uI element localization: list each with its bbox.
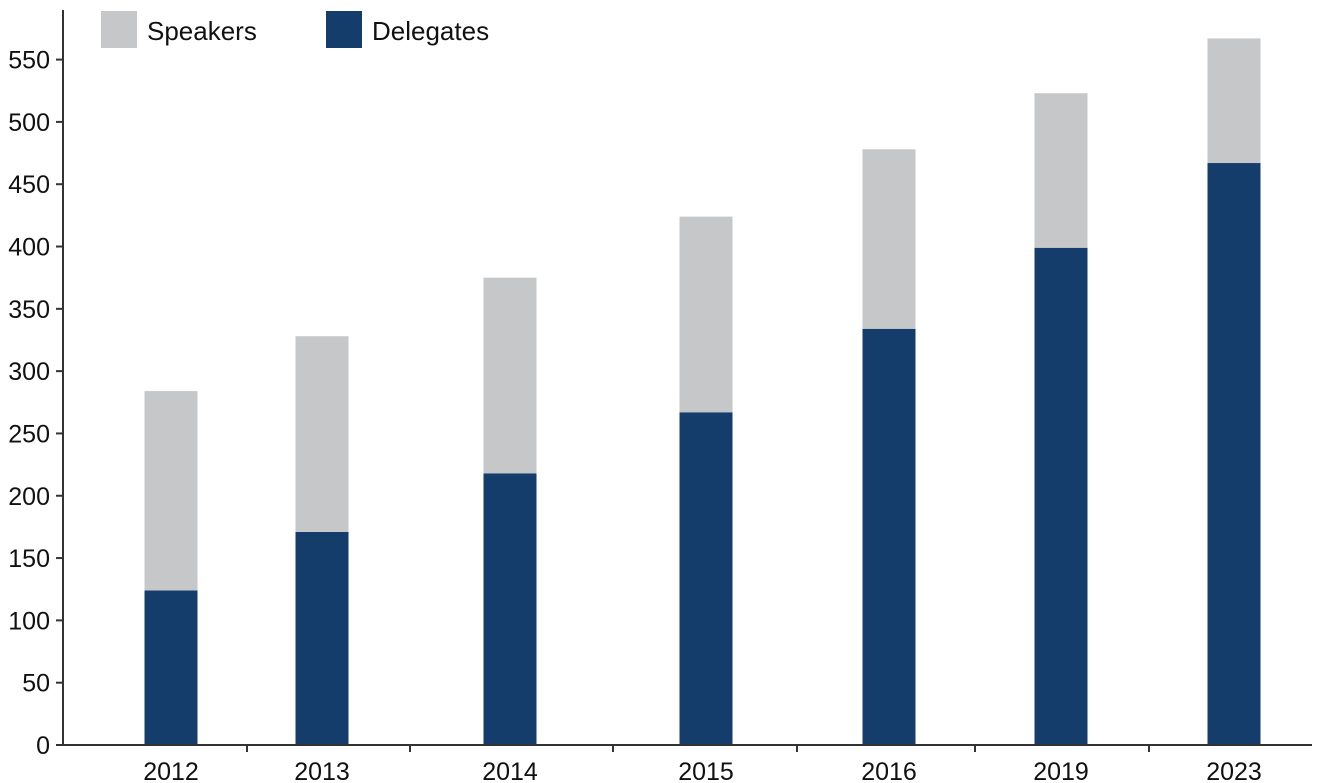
x-axis-ticks: 2012 2013 2014 2015 2016 2019 2023 xyxy=(143,745,1262,783)
y-tick-label: 50 xyxy=(22,670,50,698)
legend-swatch-speakers xyxy=(101,11,137,48)
bar-speakers-2013 xyxy=(295,336,349,532)
y-tick-label: 150 xyxy=(8,545,50,573)
bar-delegates-2016 xyxy=(862,328,916,745)
bar-delegates-2012 xyxy=(144,590,198,745)
bar-delegates-2013 xyxy=(295,531,349,745)
x-tick-label-2014: 2014 xyxy=(482,758,538,783)
y-tick-label: 100 xyxy=(8,607,50,635)
y-tick-label: 200 xyxy=(8,483,50,511)
y-tick-label: 450 xyxy=(8,171,50,199)
legend-swatch-delegates xyxy=(326,11,362,48)
y-tick-label: 400 xyxy=(8,234,50,262)
x-tick-label-2013: 2013 xyxy=(294,758,350,783)
y-axis-ticks: 0 50 100 150 200 250 300 350 400 450 500 550 xyxy=(8,47,63,760)
x-tick-label-2023: 2023 xyxy=(1206,758,1262,783)
y-tick-label: 250 xyxy=(8,420,50,448)
bar-delegates-2019 xyxy=(1034,247,1088,745)
bar-speakers-2023 xyxy=(1207,38,1261,164)
x-tick-label-2016: 2016 xyxy=(861,758,917,783)
y-tick-label: 350 xyxy=(8,296,50,324)
x-tick-label-2012: 2012 xyxy=(143,758,199,783)
bar-delegates-2014 xyxy=(483,473,537,745)
bar-speakers-2016 xyxy=(862,149,916,329)
bar-delegates-2015 xyxy=(679,412,733,745)
bar-speakers-2012 xyxy=(144,391,198,591)
y-tick-label: 300 xyxy=(8,358,50,386)
bar-speakers-2014 xyxy=(483,277,537,474)
legend: Speakers Delegates xyxy=(101,11,489,48)
legend-label-delegates: Delegates xyxy=(372,16,489,46)
y-tick-label: 550 xyxy=(8,47,50,75)
bar-delegates-2023 xyxy=(1207,163,1261,745)
x-tick-label-2019: 2019 xyxy=(1033,758,1089,783)
bar-speakers-2015 xyxy=(679,216,733,413)
legend-label-speakers: Speakers xyxy=(147,16,257,46)
bar-speakers-2019 xyxy=(1034,93,1088,248)
bars-layer xyxy=(144,38,1261,745)
y-tick-label: 500 xyxy=(8,109,50,137)
y-tick-label: 0 xyxy=(36,732,50,760)
x-tick-label-2015: 2015 xyxy=(678,758,734,783)
